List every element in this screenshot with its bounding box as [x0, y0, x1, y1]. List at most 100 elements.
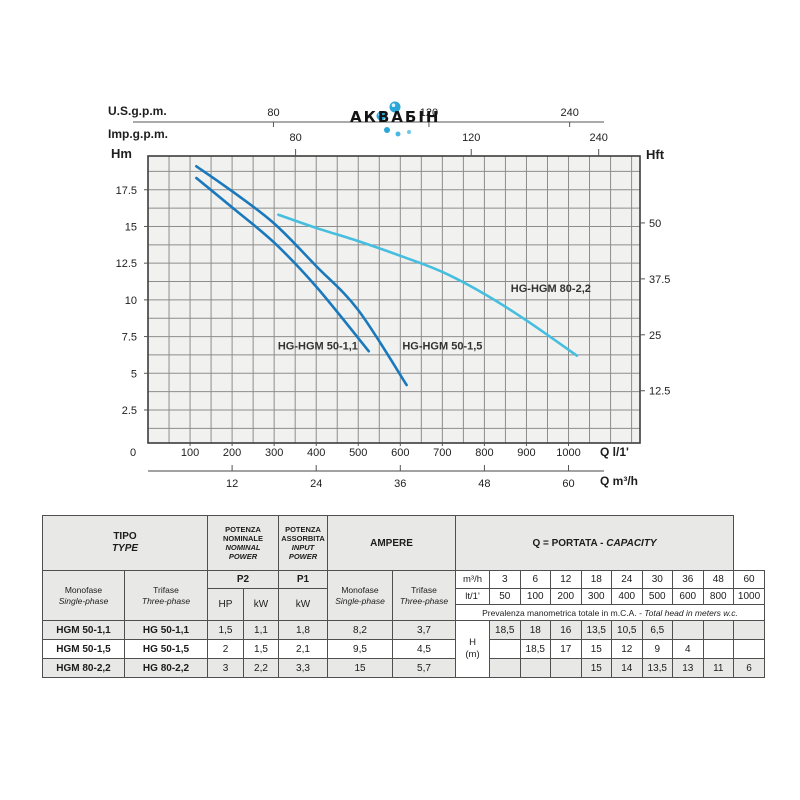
cell-head	[550, 658, 582, 678]
curve-label: HG-HGM 50-1,1	[278, 340, 358, 352]
cell-head: 6	[733, 658, 766, 678]
cell-model-tri: HG 50-1,1	[124, 620, 208, 640]
th-h-unit: (m)	[465, 649, 480, 660]
th-pn-en2: POWER	[228, 552, 258, 561]
imp-gpm-axis-label: Imp.g.p.m.	[108, 127, 168, 141]
th-portata-en: CAPACITY	[606, 537, 657, 549]
th-tipo-en: TYPE	[111, 543, 139, 554]
head-note-en: - Total head in meters w.c.	[639, 607, 738, 618]
y-right-tick-label: 50	[649, 218, 661, 230]
th-amp-mono-it: Monofase	[341, 584, 379, 595]
cell-model-mono: HGM 80-2,2	[42, 658, 125, 678]
cell-amp-tri: 3,7	[391, 620, 457, 640]
logo-bubbles-icon	[376, 101, 411, 137]
lt1-value: 300	[580, 588, 613, 605]
cell-head: 18	[519, 620, 552, 640]
th-tipo-it: TIPO	[113, 530, 137, 542]
head-note: Prevalenza manometrica totale in m.C.A. …	[455, 604, 766, 621]
lt1-value: 800	[702, 588, 735, 605]
x-tick-label: 700	[433, 447, 451, 459]
th-mono-it: Monofase	[64, 584, 103, 595]
y-right-tick-label: 25	[649, 330, 661, 342]
cell-head	[702, 639, 735, 659]
usgpm-tick-label: 240	[560, 107, 578, 119]
th-pn-it1: POTENZA	[225, 525, 261, 534]
cell-head: 6,5	[641, 620, 674, 640]
table-subheader-row-1: Monofase Single-phase Trifase Three-phas…	[42, 570, 766, 621]
table-subheader-row-2: HP kW kW lt/1' 50 100 200 300 400 500 60…	[43, 588, 766, 621]
pump-curve-chart: HG-HGM 50-1,1 HG-HGM 50-1,5 HG-HGM 80-2,2 0…	[116, 107, 671, 490]
lt1-value: 500	[641, 588, 674, 605]
th-amp-tri-en: Three-phase	[399, 595, 449, 606]
th-pn-it2: NOMINALE	[223, 534, 263, 543]
cell-head: 4	[672, 639, 704, 659]
th-pa-it2: ASSORBITA	[281, 534, 325, 543]
th-kw: kW	[243, 588, 279, 621]
pump-curve	[195, 176, 371, 353]
th-pa-it1: POTENZA	[285, 525, 321, 534]
table-header-row: TIPO TYPE POTENZA NOMINALE NOMINAL POWER…	[42, 515, 765, 571]
x-tick-label: 800	[475, 447, 493, 459]
x-tick-label: 200	[223, 447, 241, 459]
spec-table: TIPO TYPE POTENZA NOMINALE NOMINAL POWER…	[42, 515, 766, 678]
m3h-value: 60	[733, 570, 766, 589]
cell-amp-mono: 8,2	[327, 620, 393, 640]
m3h-value: 36	[672, 570, 704, 589]
cell-model-tri: HG 80-2,2	[124, 658, 208, 678]
lt1-value: 50	[489, 588, 521, 605]
cell-model-mono: HGM 50-1,1	[42, 620, 125, 640]
head-note-it: Prevalenza manometrica totale in m.C.A.	[482, 607, 637, 618]
impgpm-tick-label: 120	[462, 132, 480, 144]
x-tick-label: 400	[307, 447, 325, 459]
y-left-tick-label: 10	[125, 295, 137, 307]
cell-head	[733, 620, 766, 640]
us-gpm-axis-label: U.S.g.p.m.	[108, 104, 167, 118]
th-pa-en1: INPUT	[291, 543, 315, 552]
cell-hp: 2	[207, 639, 244, 659]
cell-head	[519, 658, 552, 678]
m3h-value: 3	[489, 570, 521, 589]
table-row: HGM 50-1,1 HG 50-1,1 1,5 1,1 1,8 8,2 3,7…	[42, 620, 766, 678]
cell-head: 15	[580, 658, 613, 678]
cell-model-mono: HGM 50-1,5	[42, 639, 125, 659]
th-tri-it: Trifase	[153, 584, 179, 595]
th-p2: P2	[207, 570, 279, 589]
m3h-value: 18	[580, 570, 613, 589]
m3h-value: 12	[550, 570, 582, 589]
cell-head	[489, 639, 521, 659]
cell-head: 16	[550, 620, 582, 640]
cell-p1-kw: 3,3	[278, 658, 328, 678]
th-ampere-trifase: Trifase Three-phase	[391, 570, 457, 621]
x-secondary-unit-label: Q m³/h	[600, 474, 638, 488]
pump-curve	[195, 164, 408, 387]
x-tick-label: 100	[181, 447, 199, 459]
brand-name: АКВАБІН	[350, 108, 441, 126]
cell-head: 9	[641, 639, 674, 659]
th-hp: HP	[207, 588, 244, 621]
x-primary-unit-label: Q l/1'	[600, 445, 629, 459]
th-p1: P1	[278, 570, 328, 589]
cell-head: 14	[611, 658, 643, 678]
cell-head: 15	[580, 639, 613, 659]
m3h-value: 30	[641, 570, 674, 589]
x-tick-label: 0	[130, 447, 136, 459]
y-left-tick-label: 12.5	[116, 258, 137, 270]
y-left-tick-label: 2.5	[122, 405, 137, 417]
y-left-tick-label: 5	[131, 368, 137, 380]
th-input-power: POTENZA ASSORBITA INPUT POWER	[278, 515, 328, 571]
y-left-tick-label: 15	[125, 221, 137, 233]
th-amp-tri-it: Trifase	[411, 584, 437, 595]
cell-kw: 2,2	[243, 658, 279, 678]
th-h: H	[469, 637, 476, 649]
x-tick-label: 600	[391, 447, 409, 459]
cell-model-tri: HG 50-1,5	[124, 639, 208, 659]
cell-head: 18,5	[519, 639, 552, 659]
table-row: HGM 80-2,2 HG 80-2,2 3 2,2 3,3 15 5,7 15…	[42, 658, 766, 678]
cell-kw: 1,1	[243, 620, 279, 640]
pump-curve	[277, 213, 579, 357]
cell-head	[489, 658, 521, 678]
cell-head	[733, 639, 766, 659]
th-ampere: AMPERE	[326, 515, 457, 571]
y-right-unit-label: Hft	[646, 147, 665, 162]
cell-hp: 1,5	[207, 620, 244, 640]
